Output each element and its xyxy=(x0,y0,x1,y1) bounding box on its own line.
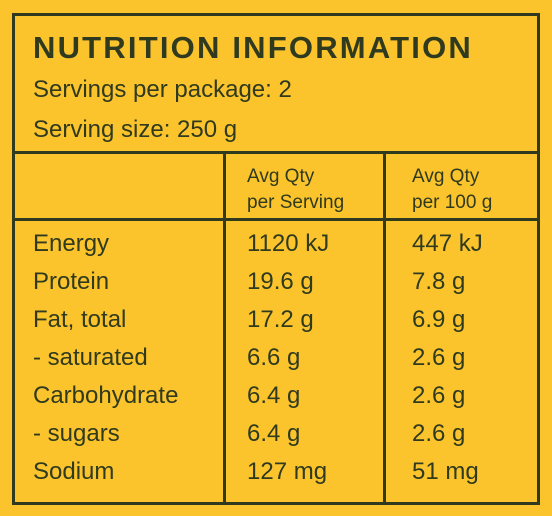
column-header-per-100g: Avg Qty per 100 g xyxy=(412,164,492,216)
column-header-divider xyxy=(15,218,537,221)
table-row: Energy 1120 kJ 447 kJ xyxy=(15,230,537,268)
table-row: - sugars 6.4 g 2.6 g xyxy=(15,420,537,458)
nutrient-name: Sodium xyxy=(33,458,115,485)
table-row: Carbohydrate 6.4 g 2.6 g xyxy=(15,382,537,420)
nutrient-name: Carbohydrate xyxy=(33,382,179,409)
nutrient-name: Fat, total xyxy=(33,306,127,333)
per-serving-value: 6.4 g xyxy=(247,420,301,447)
per-serving-value: 6.6 g xyxy=(247,344,301,371)
nutrient-name: - saturated xyxy=(33,344,148,371)
per-100g-value: 2.6 g xyxy=(412,382,466,409)
nutrient-name: - sugars xyxy=(33,420,120,447)
panel-title: NUTRITION INFORMATION xyxy=(33,30,473,65)
per-100g-value: 7.8 g xyxy=(412,268,466,295)
column-header-per-serving-line2: per Serving xyxy=(247,192,345,213)
table-row: - saturated 6.6 g 2.6 g xyxy=(15,344,537,382)
column-divider-1 xyxy=(223,154,226,502)
servings-per-package: Servings per package: 2 xyxy=(33,76,292,103)
column-header-per-100g-line2: per 100 g xyxy=(412,192,493,213)
per-serving-value: 19.6 g xyxy=(247,268,314,295)
table-row: Fat, total 17.2 g 6.9 g xyxy=(15,306,537,344)
per-100g-value: 2.6 g xyxy=(412,420,466,447)
per-100g-value: 51 mg xyxy=(412,458,479,485)
nutrient-name: Energy xyxy=(33,230,110,257)
per-serving-value: 1120 kJ xyxy=(247,230,330,257)
per-100g-value: 6.9 g xyxy=(412,306,466,333)
per-serving-value: 17.2 g xyxy=(247,306,314,333)
table-row: Sodium 127 mg 51 mg xyxy=(15,458,537,496)
column-header-per-serving: Avg Qty per Serving xyxy=(247,164,344,216)
header-divider xyxy=(15,151,537,154)
serving-size: Serving size: 250 g xyxy=(33,116,238,143)
nutrient-name: Protein xyxy=(33,268,110,295)
per-100g-value: 2.6 g xyxy=(412,344,466,371)
nutrition-panel: NUTRITION INFORMATION Servings per packa… xyxy=(12,13,540,505)
per-100g-value: 447 kJ xyxy=(412,230,483,257)
per-serving-value: 127 mg xyxy=(247,458,328,485)
column-divider-2 xyxy=(383,154,386,502)
column-header-per-serving-line1: Avg Qty xyxy=(247,166,315,187)
column-header-per-100g-line1: Avg Qty xyxy=(412,166,480,187)
per-serving-value: 6.4 g xyxy=(247,382,301,409)
table-row: Protein 19.6 g 7.8 g xyxy=(15,268,537,306)
